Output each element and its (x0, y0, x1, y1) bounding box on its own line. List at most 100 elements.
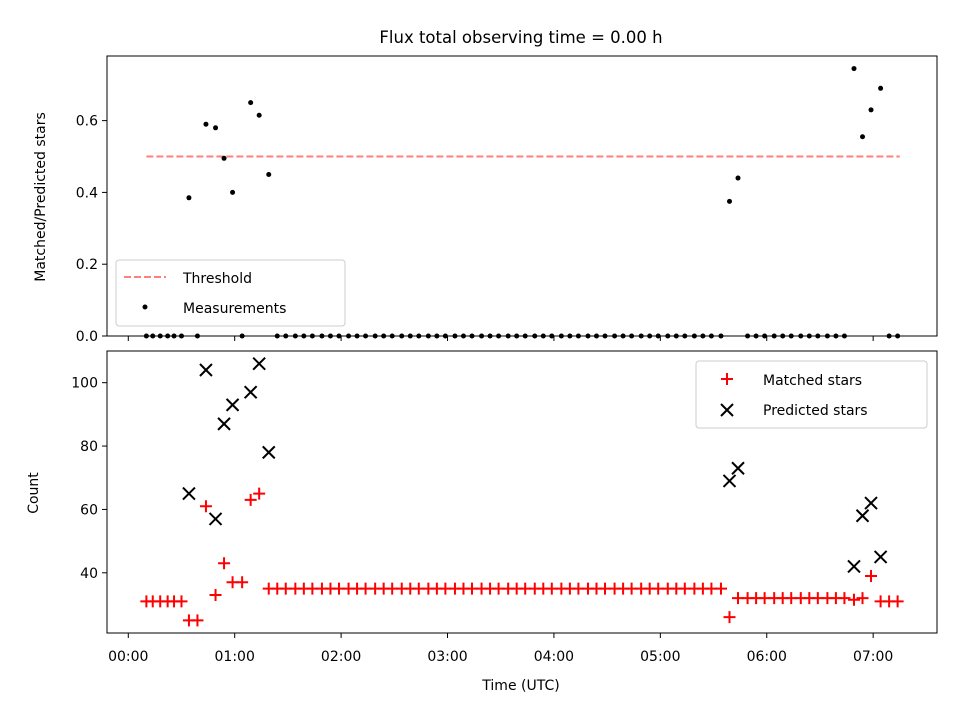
legend-measurements-label: Measurements (183, 301, 286, 317)
chart-title: Flux total observing time = 0.00 h (379, 28, 662, 47)
measurement-point (612, 333, 618, 339)
predicted-star-point (182, 486, 196, 501)
top-y-axis-label: Matched/Predicted stars (33, 112, 49, 282)
measurement-point (522, 333, 528, 339)
measurement-point (372, 333, 378, 339)
measurement-point (171, 333, 177, 339)
predicted-star-point (225, 398, 240, 412)
measurement-point (549, 333, 555, 339)
measurement-point (575, 333, 581, 339)
measurement-point (895, 333, 901, 339)
measurement-point (157, 333, 163, 339)
measurement-point (399, 333, 405, 339)
matched-star-point (191, 614, 204, 627)
measurement-point (558, 333, 564, 339)
measurement-point (203, 121, 209, 127)
measurement-point (389, 333, 395, 339)
measurement-point (806, 333, 812, 339)
measurement-point (540, 333, 546, 339)
matched-star-point (199, 500, 212, 513)
x-tick-label: 04:00 (534, 649, 574, 665)
legend-frame (695, 360, 928, 429)
x-axis-label: Time (UTC) (481, 678, 559, 694)
matched-star-point (244, 493, 257, 506)
top-panel: 0.0 0.2 0.4 0.6 (76, 55, 938, 345)
measurement-point (434, 333, 440, 339)
measurement-point (292, 333, 298, 339)
predicted-star-point (855, 509, 870, 523)
measurement-point (788, 333, 794, 339)
measurement-point (194, 333, 200, 339)
matched-star-point (848, 593, 860, 606)
measurement-point (381, 333, 387, 339)
measurement-point (301, 333, 307, 339)
measurement-point (452, 333, 458, 339)
measurement-point (186, 195, 192, 201)
predicted-star-point (873, 550, 888, 564)
measurement-point (851, 66, 857, 72)
measurement-point (691, 333, 697, 339)
measurement-point (682, 333, 688, 339)
measurement-point (336, 333, 342, 339)
top-y-tick-label: 0.6 (76, 114, 98, 130)
measurement-point (487, 333, 493, 339)
measurement-point (505, 333, 511, 339)
measurement-point (718, 333, 724, 339)
predicted-star-point (847, 559, 861, 574)
measurement-point (346, 333, 352, 339)
measurement-point (798, 333, 804, 339)
matched-star-point (856, 592, 869, 605)
top-y-tick-label: 0.4 (76, 185, 98, 201)
measurement-point (248, 100, 254, 106)
measurement-point (319, 333, 325, 339)
matched-star-point (236, 576, 249, 589)
measurement-point (647, 333, 653, 339)
measurement-point (274, 333, 280, 339)
measurement-point (266, 171, 272, 177)
measurement-point (221, 155, 227, 161)
measurement-point (780, 333, 786, 339)
measurement-point (745, 333, 751, 339)
predicted-star-point (864, 496, 878, 510)
x-tick-label: 05:00 (640, 649, 680, 665)
matched-star-point (838, 592, 851, 605)
measurement-point (593, 333, 599, 339)
x-tick-label: 01:00 (215, 649, 255, 665)
bottom-y-tick-label: 80 (80, 439, 98, 455)
legend-measurements-swatch (142, 304, 148, 310)
bottom-panel: 40 60 80 100 00:00 01:00 02:00 03:00 04:00 05:00 0… (71, 350, 938, 665)
measurement-point (815, 333, 821, 339)
predicted-star-point (722, 474, 737, 488)
matched-star-point (209, 588, 222, 601)
bottom-y-tick-label: 60 (80, 502, 98, 518)
top-plot-frame (106, 55, 938, 337)
predicted-star-point (217, 417, 231, 431)
measurement-point (327, 333, 333, 339)
legend-threshold-measurements: Threshold Measurements (115, 259, 346, 327)
x-tick-label: 00:00 (108, 649, 148, 665)
measurement-point (655, 333, 661, 339)
matched-star-point (891, 595, 904, 608)
measurement-point (514, 333, 520, 339)
measurement-point (638, 333, 644, 339)
legend-predicted-label: Predicted stars (763, 403, 868, 419)
x-tick-label: 07:00 (853, 649, 893, 665)
measurement-point (442, 333, 448, 339)
measurement-point (532, 333, 538, 339)
predicted-star-point (262, 445, 276, 460)
predicted-star-point (252, 356, 266, 371)
measurement-point (165, 333, 171, 339)
measurement-point (567, 333, 573, 339)
measurement-point (469, 333, 475, 339)
bottom-y-axis-label: Count (26, 472, 42, 514)
matched-star-point (253, 487, 266, 500)
measurement-point (868, 107, 874, 113)
measurement-point (708, 333, 714, 339)
measurement-point (283, 333, 289, 339)
x-tick-label: 03:00 (427, 649, 467, 665)
top-y-tick-label: 0.0 (76, 329, 98, 345)
measurement-point (416, 333, 422, 339)
measurement-point (309, 333, 315, 339)
measurement-point (425, 333, 431, 339)
